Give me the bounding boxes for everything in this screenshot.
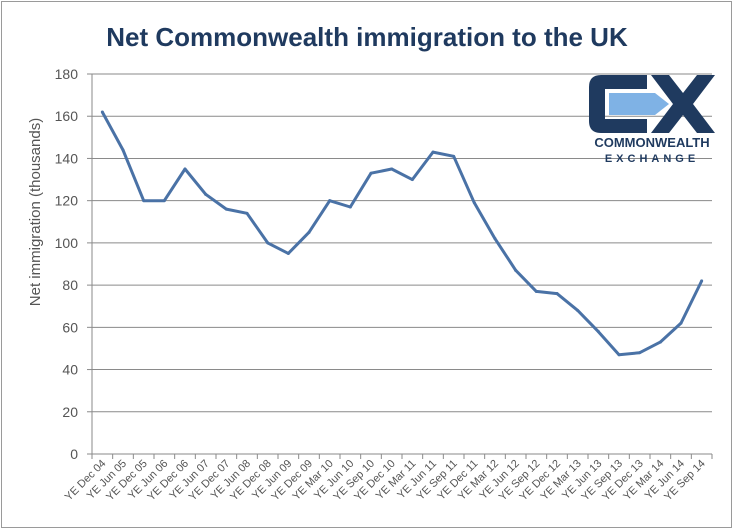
data-point: [658, 340, 662, 344]
data-point: [555, 292, 559, 296]
data-point: [328, 199, 332, 203]
logo-line-2: EXCHANGE: [605, 153, 699, 165]
data-point: [100, 110, 104, 114]
data-point: [638, 351, 642, 355]
data-point: [162, 199, 166, 203]
data-point: [390, 167, 394, 171]
data-point: [514, 268, 518, 272]
data-point: [204, 192, 208, 196]
chart-title: Net Commonwealth immigration to the UK: [106, 22, 628, 52]
data-point: [142, 199, 146, 203]
data-point: [576, 308, 580, 312]
logo-arrow-shape: [609, 93, 669, 115]
data-point: [266, 241, 270, 245]
data-point: [410, 178, 414, 182]
data-point: [534, 289, 538, 293]
data-point: [617, 353, 621, 357]
logo-x-shape: [651, 75, 715, 133]
data-point: [369, 171, 373, 175]
series-line: [100, 111, 704, 357]
y-tick-label: 180: [55, 66, 79, 82]
y-axis-label: Net immigration (thousands): [27, 118, 44, 306]
data-point: [224, 207, 228, 211]
data-point: [596, 330, 600, 334]
data-point: [472, 201, 476, 205]
data-point: [245, 211, 249, 215]
data-point: [679, 321, 683, 325]
y-tick-label: 60: [62, 319, 78, 335]
data-point: [307, 230, 311, 234]
data-point: [121, 148, 125, 152]
series-line-group: [100, 110, 704, 357]
y-tick-label: 120: [55, 193, 79, 209]
y-tick-label: 20: [62, 404, 78, 420]
y-tick-label: 0: [70, 446, 78, 462]
logo-line-1: COMMONWEALTH: [594, 135, 709, 150]
data-point: [348, 205, 352, 209]
data-point: [183, 167, 187, 171]
data-point: [452, 154, 456, 158]
data-point: [431, 150, 435, 154]
y-tick-label: 40: [62, 362, 78, 378]
y-tick-label: 100: [55, 235, 79, 251]
y-tick-label: 140: [55, 150, 79, 166]
data-point: [493, 237, 497, 241]
data-point: [286, 251, 290, 255]
commonwealth-exchange-logo: COMMONWEALTH EXCHANGE: [589, 75, 715, 165]
y-tick-label: 160: [55, 108, 79, 124]
data-point: [700, 279, 704, 283]
y-axis-ticks: 0 20 40 60 80 100 120 140 160 180: [55, 66, 79, 462]
y-tick-label: 80: [62, 277, 78, 293]
logo-c-shape: [589, 75, 647, 133]
